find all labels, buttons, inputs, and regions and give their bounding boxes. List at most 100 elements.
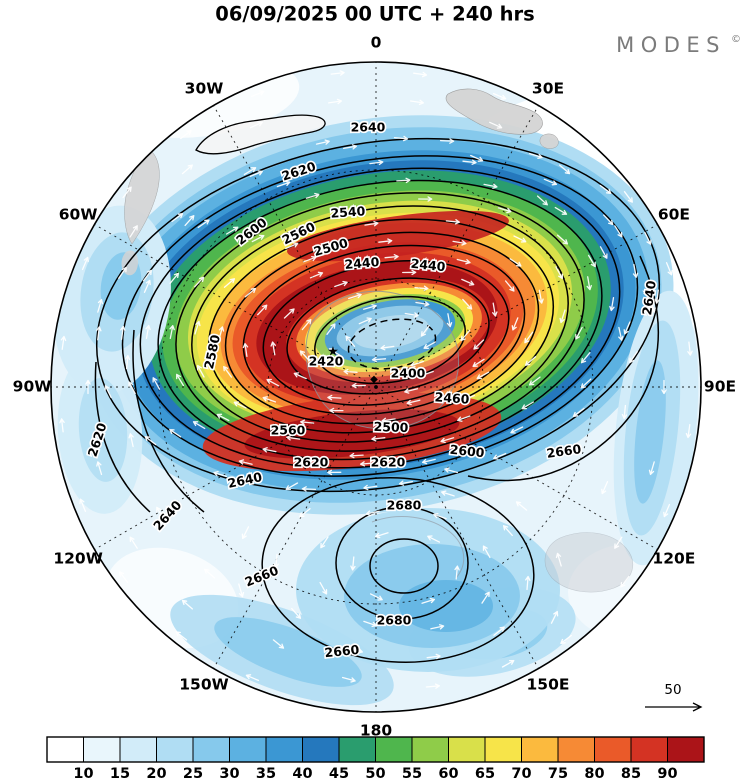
height-contour bbox=[139, 167, 621, 469]
wind-arrows bbox=[242, 254, 519, 401]
wind-arrows bbox=[218, 238, 544, 414]
contour-label: 2680 bbox=[387, 498, 422, 513]
wind-speed-shading bbox=[287, 210, 509, 262]
longitude-line bbox=[94, 386, 377, 550]
longitude-label-0: 0 bbox=[371, 34, 382, 52]
colorbar-tick-10: 10 bbox=[73, 766, 93, 782]
colorbar-cell bbox=[119, 736, 157, 763]
landmass-south-america bbox=[124, 149, 160, 245]
contour-label: 2620 bbox=[294, 455, 329, 470]
height-contour bbox=[207, 218, 555, 434]
colorbar-tick-25: 25 bbox=[183, 766, 203, 782]
colorbar-cell bbox=[557, 736, 595, 763]
colorbar-cell bbox=[521, 736, 559, 763]
wind-reference-arrow-icon bbox=[645, 702, 703, 712]
colorbar-cell bbox=[375, 736, 413, 763]
colorbar-tick-70: 70 bbox=[511, 766, 531, 782]
longitude-labels: 0 30E 60E 90E 120E 150E 180 150W 120W 90W 60W 30W bbox=[13, 34, 736, 740]
colorbar-cell bbox=[192, 736, 230, 763]
colorbar-cell bbox=[338, 736, 376, 763]
colorbar-cell bbox=[484, 736, 522, 763]
longitude-label-150E: 150E bbox=[527, 675, 570, 693]
longitude-label-30W: 30W bbox=[185, 80, 224, 98]
wind-arrows bbox=[319, 510, 491, 630]
height-contour bbox=[369, 538, 439, 594]
colorbar-tick-15: 15 bbox=[110, 766, 130, 782]
wind-speed-shading bbox=[244, 409, 460, 459]
wind-reference: 50 bbox=[645, 682, 703, 712]
colorbar-cell bbox=[594, 736, 632, 763]
contour-label: 2640 bbox=[351, 120, 386, 135]
height-contour bbox=[262, 260, 510, 406]
colorbar-tick-20: 20 bbox=[146, 766, 166, 782]
wind-arrows bbox=[273, 484, 531, 660]
landmass-africa-small bbox=[539, 133, 559, 149]
colorbar-cell bbox=[411, 736, 449, 763]
colorbar-tick-55: 55 bbox=[402, 766, 422, 782]
colorbar-tick-60: 60 bbox=[438, 766, 458, 782]
contour-label: 2560 bbox=[271, 423, 306, 438]
longitude-label-120E: 120E bbox=[652, 550, 695, 568]
wind-arrows bbox=[299, 285, 473, 375]
modes-logo-copyright: © bbox=[731, 34, 741, 45]
longitude-label-60W: 60W bbox=[59, 206, 98, 224]
colorbar-cell bbox=[630, 736, 668, 763]
height-contour bbox=[335, 506, 469, 620]
colorbar-cell bbox=[229, 736, 267, 763]
longitude-label-90E: 90E bbox=[704, 378, 736, 396]
wind-arrows bbox=[270, 269, 498, 389]
height-contour bbox=[191, 205, 569, 443]
height-contour bbox=[224, 231, 540, 425]
colorbar-tick-50: 50 bbox=[365, 766, 385, 782]
longitude-label-120W: 120W bbox=[53, 550, 102, 568]
colorbar-cell bbox=[302, 736, 340, 763]
wind-arrows bbox=[326, 301, 453, 363]
colorbar-tick-75: 75 bbox=[548, 766, 568, 782]
height-contour bbox=[314, 295, 466, 385]
longitude-line bbox=[213, 386, 377, 669]
wind-arrows bbox=[145, 177, 615, 459]
height-contour bbox=[94, 361, 151, 513]
diamond-marker: ◆ bbox=[370, 374, 378, 385]
height-contour bbox=[242, 244, 526, 416]
longitude-line bbox=[375, 105, 539, 388]
colorbar-cell bbox=[83, 736, 121, 763]
wind-speed-shading bbox=[78, 378, 128, 482]
landmass-new-zealand bbox=[631, 616, 648, 642]
colorbar-tick-65: 65 bbox=[475, 766, 495, 782]
contour-label: 2600 bbox=[449, 442, 485, 461]
modes-logo: MODES bbox=[616, 33, 726, 57]
landmass-australia bbox=[544, 532, 634, 593]
contour-label: 2620 bbox=[371, 455, 406, 470]
coastlines-layer bbox=[121, 88, 648, 642]
longitude-label-150W: 150W bbox=[179, 675, 228, 693]
height-contour bbox=[261, 476, 535, 664]
wind-arrows bbox=[345, 312, 430, 351]
longitude-label-180: 180 bbox=[360, 722, 393, 740]
longitude-label-90W: 90W bbox=[13, 378, 52, 396]
colorbar: 10 15 20 25 30 35 40 45 50 55 60 65 70 75 80 85 90 bbox=[46, 736, 705, 782]
contour-label: 2540 bbox=[330, 203, 366, 220]
contour-label: 2440 bbox=[344, 254, 380, 272]
colorbar-tick-80: 80 bbox=[584, 766, 604, 782]
wind-speed-shading bbox=[353, 314, 429, 350]
landmass-africa bbox=[445, 88, 543, 135]
colorbar-border bbox=[46, 736, 705, 763]
wind-arrows bbox=[169, 196, 592, 442]
height-contour bbox=[95, 137, 661, 493]
colorbar-cell bbox=[265, 736, 303, 763]
longitude-label-60E: 60E bbox=[658, 206, 690, 224]
wind-speed-shading bbox=[214, 617, 362, 687]
chart-title: 06/09/2025 00 UTC + 240 hrs bbox=[215, 3, 534, 26]
contour-label: 2400 bbox=[391, 366, 426, 381]
wind-arrows bbox=[350, 532, 460, 604]
longitude-line bbox=[375, 386, 539, 669]
coastline-landmass-north bbox=[195, 114, 326, 155]
contour-label: 2500 bbox=[373, 419, 409, 435]
coastline-antarctica bbox=[305, 290, 460, 430]
height-contour bbox=[467, 255, 659, 482]
wind-arrows bbox=[59, 70, 693, 682]
wind-reference-value: 50 bbox=[664, 682, 681, 698]
